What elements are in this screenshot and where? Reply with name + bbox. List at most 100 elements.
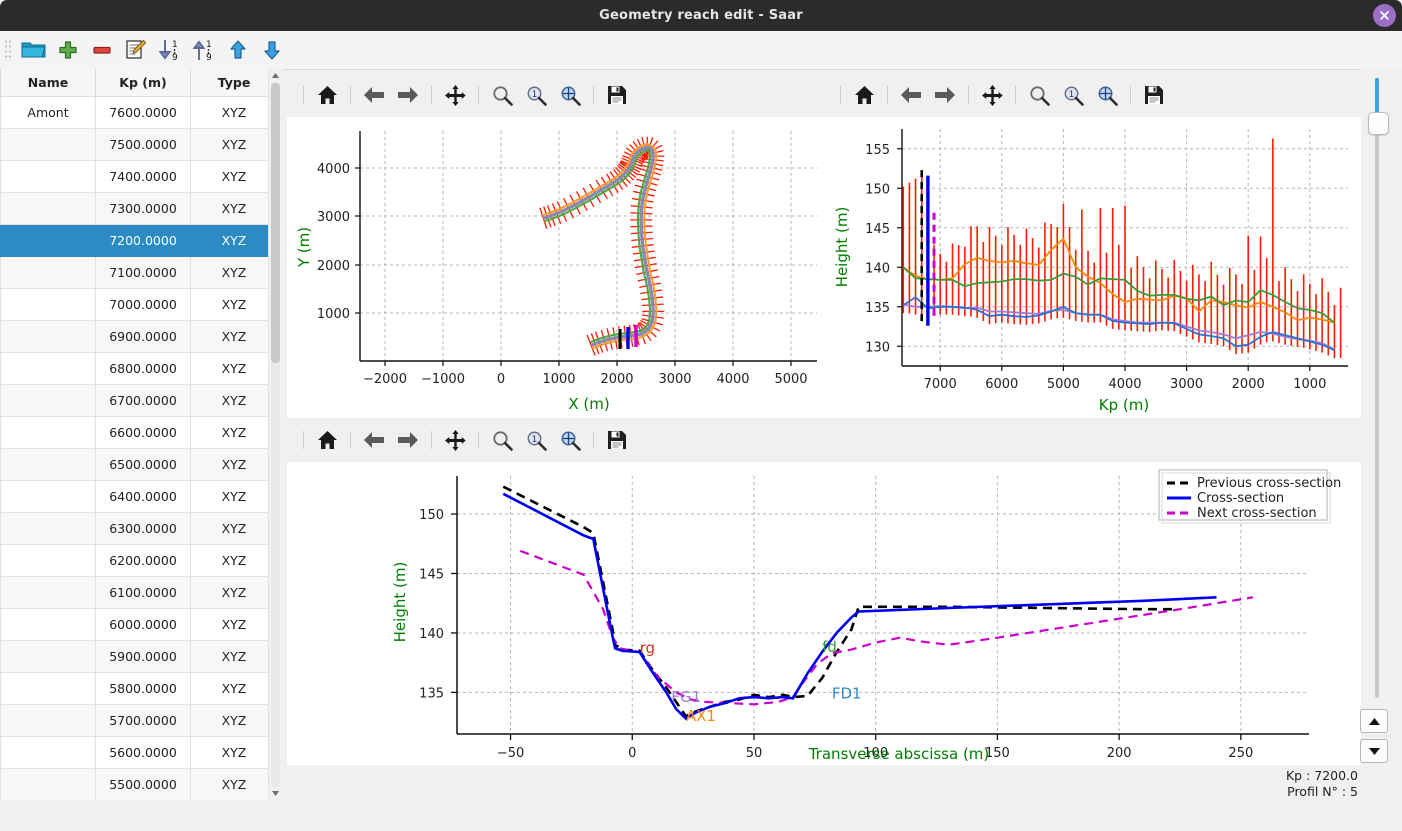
table-scrollbar-thumb[interactable]: [271, 83, 280, 363]
table-row[interactable]: 5700.0000 XYZ: [0, 704, 278, 737]
plan-back-button[interactable]: [357, 79, 391, 111]
cell-kp[interactable]: 6300.0000: [95, 512, 191, 545]
profile-back-button[interactable]: [894, 79, 928, 111]
longitudinal-profile-plot[interactable]: 130 135 140 145 150 155 7000 6000 5000 4000 3000 2…: [824, 117, 1361, 418]
section-zoom-fit-button[interactable]: [553, 424, 587, 456]
cell-type[interactable]: XYZ: [190, 576, 278, 609]
section-zoom-one-button[interactable]: 1: [519, 424, 553, 456]
table-row[interactable]: 6000.0000 XYZ: [0, 608, 278, 641]
sort-descending-button[interactable]: 1 9: [153, 35, 187, 65]
cross-section-plot[interactable]: 135 140 145 150 −50 0 50 100 150 200 250 Transver…: [287, 462, 1361, 765]
cell-kp[interactable]: 7400.0000: [95, 160, 191, 193]
remove-button[interactable]: [85, 35, 119, 65]
cell-name[interactable]: [0, 704, 96, 737]
plan-zoom-button[interactable]: [485, 79, 519, 111]
cell-kp[interactable]: 5900.0000: [95, 640, 191, 673]
cell-type[interactable]: XYZ: [190, 736, 278, 769]
cell-name[interactable]: [0, 224, 96, 257]
table-row[interactable]: 5500.0000 XYZ: [0, 768, 278, 800]
cell-name[interactable]: [0, 416, 96, 449]
table-scrollbar-trough[interactable]: [271, 82, 280, 787]
cell-name[interactable]: [0, 384, 96, 417]
cell-name[interactable]: [0, 608, 96, 641]
profile-forward-button[interactable]: [928, 79, 962, 111]
table-row[interactable]: 5600.0000 XYZ: [0, 736, 278, 769]
section-zoom-button[interactable]: [485, 424, 519, 456]
cell-name[interactable]: [0, 768, 96, 800]
cell-type[interactable]: XYZ: [190, 224, 278, 257]
cell-type[interactable]: XYZ: [190, 480, 278, 513]
table-row[interactable]: 7000.0000 XYZ: [0, 288, 278, 321]
cell-type[interactable]: XYZ: [190, 640, 278, 673]
profile-zoom-fit-button[interactable]: [1090, 79, 1124, 111]
table-scrollbar[interactable]: [268, 69, 282, 800]
plan-zoom-one-button[interactable]: 1: [519, 79, 553, 111]
table-row[interactable]: 6200.0000 XYZ: [0, 544, 278, 577]
table-row[interactable]: 7200.0000 XYZ: [0, 224, 278, 257]
section-pan-button[interactable]: [438, 424, 472, 456]
cell-kp[interactable]: 7500.0000: [95, 128, 191, 161]
cell-name[interactable]: [0, 192, 96, 225]
cell-kp[interactable]: 6200.0000: [95, 544, 191, 577]
add-button[interactable]: [51, 35, 85, 65]
table-scroll-up-button[interactable]: [269, 69, 282, 82]
cell-type[interactable]: XYZ: [190, 320, 278, 353]
column-header-type[interactable]: Type: [190, 69, 278, 97]
cell-type[interactable]: XYZ: [190, 96, 278, 129]
column-header-name[interactable]: Name: [0, 69, 96, 97]
cell-kp[interactable]: 5700.0000: [95, 704, 191, 737]
cell-type[interactable]: XYZ: [190, 384, 278, 417]
cell-kp[interactable]: 7200.0000: [95, 224, 191, 257]
cell-kp[interactable]: 7100.0000: [95, 256, 191, 289]
sort-ascending-button[interactable]: 1 9: [187, 35, 221, 65]
cell-name[interactable]: [0, 640, 96, 673]
cell-type[interactable]: XYZ: [190, 416, 278, 449]
cell-kp[interactable]: 6100.0000: [95, 576, 191, 609]
column-header-kp[interactable]: Kp (m): [95, 69, 191, 97]
cell-type[interactable]: XYZ: [190, 768, 278, 800]
table-row[interactable]: 6500.0000 XYZ: [0, 448, 278, 481]
cell-kp[interactable]: 6600.0000: [95, 416, 191, 449]
cell-name[interactable]: [0, 544, 96, 577]
step-down-button[interactable]: [1360, 739, 1388, 763]
profile-zoom-one-button[interactable]: 1: [1056, 79, 1090, 111]
section-back-button[interactable]: [357, 424, 391, 456]
section-save-button[interactable]: [600, 424, 634, 456]
table-row[interactable]: 5900.0000 XYZ: [0, 640, 278, 673]
cell-type[interactable]: XYZ: [190, 160, 278, 193]
cell-kp[interactable]: 5500.0000: [95, 768, 191, 800]
cell-kp[interactable]: 7000.0000: [95, 288, 191, 321]
cell-name[interactable]: [0, 736, 96, 769]
cell-kp[interactable]: 6400.0000: [95, 480, 191, 513]
table-row[interactable]: 6700.0000 XYZ: [0, 384, 278, 417]
cell-kp[interactable]: 6800.0000: [95, 352, 191, 385]
cell-type[interactable]: XYZ: [190, 512, 278, 545]
cell-type[interactable]: XYZ: [190, 288, 278, 321]
cell-type[interactable]: XYZ: [190, 672, 278, 705]
toolbar-grip[interactable]: [4, 39, 13, 61]
slider-track[interactable]: [1375, 78, 1379, 698]
cell-type[interactable]: XYZ: [190, 192, 278, 225]
plan-forward-button[interactable]: [391, 79, 425, 111]
table-row[interactable]: 7300.0000 XYZ: [0, 192, 278, 225]
cell-type[interactable]: XYZ: [190, 256, 278, 289]
plan-save-button[interactable]: [600, 79, 634, 111]
profile-pan-button[interactable]: [975, 79, 1009, 111]
cell-name[interactable]: [0, 672, 96, 705]
cell-type[interactable]: XYZ: [190, 544, 278, 577]
table-row[interactable]: 6900.0000 XYZ: [0, 320, 278, 353]
plan-view-plot[interactable]: 1000 2000 3000 4000 −2000 −1000 0 1000 2…: [287, 117, 824, 418]
cell-type[interactable]: XYZ: [190, 128, 278, 161]
cell-kp[interactable]: 5600.0000: [95, 736, 191, 769]
table-row[interactable]: 6400.0000 XYZ: [0, 480, 278, 513]
profile-save-button[interactable]: [1137, 79, 1171, 111]
table-row[interactable]: 6800.0000 XYZ: [0, 352, 278, 385]
cell-type[interactable]: XYZ: [190, 608, 278, 641]
table-row[interactable]: 7100.0000 XYZ: [0, 256, 278, 289]
cell-name[interactable]: [0, 288, 96, 321]
profile-zoom-button[interactable]: [1022, 79, 1056, 111]
move-up-button[interactable]: [221, 35, 255, 65]
table-row[interactable]: 6100.0000 XYZ: [0, 576, 278, 609]
cell-kp[interactable]: 6700.0000: [95, 384, 191, 417]
cell-name[interactable]: [0, 256, 96, 289]
